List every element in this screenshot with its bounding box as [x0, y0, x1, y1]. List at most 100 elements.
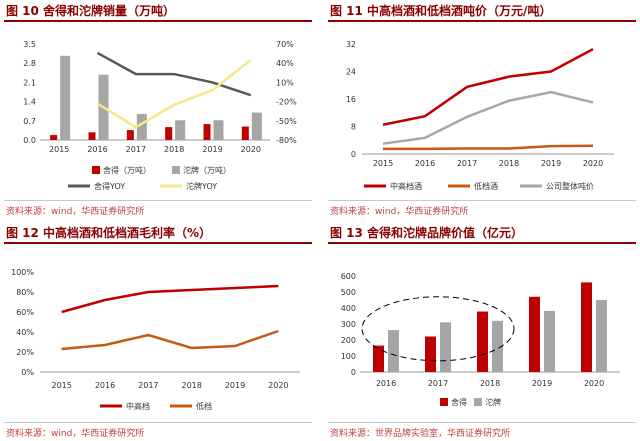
source-rule — [4, 200, 312, 201]
y-tick-label: 0 — [351, 150, 356, 159]
legend-mid-high-label: 中高档 — [126, 401, 150, 411]
x-tick-label: 2015 — [49, 145, 69, 154]
legend-tuopai-yoy-label: 沱牌YOY — [186, 181, 217, 191]
chart-source: 资料来源：wind，华西证券研究所 — [6, 207, 145, 217]
legend-shede-label: 舍得 — [451, 397, 467, 407]
chart-title: 图 12 中高档酒和低档酒毛利率（%） — [6, 226, 212, 240]
x-tick-label: 2020 — [584, 379, 604, 388]
y-tick-label: 600 — [341, 272, 356, 281]
panel-sales-volume: 图 10 舍得和沱牌销量（万吨） 0.0 0.7 1.4 2.1 2.8 3.5 -80% -… — [0, 0, 316, 218]
legend-tuopai-label: 沱牌（万吨） — [183, 165, 231, 175]
x-tick-label: 2016 — [87, 145, 107, 154]
bar-tuopai — [60, 55, 71, 141]
legend-mid-high-label: 中高档酒 — [390, 181, 422, 191]
x-tick-label: 2018 — [480, 379, 500, 388]
y2-tick-label: -20% — [276, 98, 297, 107]
chart-source: 资料来源：wind，华西证券研究所 — [330, 207, 469, 217]
panel-ton-price: 图 11 中高档酒和低档酒吨价（万元/吨） 0 8 16 24 32 2015 2016 20… — [324, 0, 640, 218]
ton-price-chart: 0 8 16 24 32 2015 2016 2017 2018 2019 2020 中高档酒 低档酒 公… — [346, 40, 614, 191]
legend-shede-swatch — [440, 398, 448, 406]
x-tick-label: 2017 — [138, 381, 158, 390]
y-tick-label: 100% — [11, 268, 34, 277]
y-tick-label: 500 — [341, 288, 356, 297]
legend-overall-label: 公司整体吨价 — [546, 181, 594, 191]
panel-brand-value: 图 13 舍得和沱牌品牌价值（亿元） 0 100 200 300 400 500 600 20… — [324, 222, 640, 440]
y-tick-label: 60% — [16, 308, 34, 317]
y2-tick-label: -50% — [276, 117, 297, 126]
bar-tuopai — [492, 320, 503, 372]
source-rule — [4, 422, 312, 423]
x-tick-label: 2016 — [376, 379, 396, 388]
series-line-1 — [61, 329, 279, 351]
x-tick-label: 2018 — [164, 145, 184, 154]
source-rule — [328, 200, 636, 201]
y-tick-label: 2.1 — [23, 78, 36, 87]
x-tick-label: 2018 — [499, 159, 519, 168]
legend-low-label: 低档酒 — [474, 181, 498, 191]
bar-shede — [477, 311, 488, 372]
y-tick-label: 400 — [341, 304, 356, 313]
x-tick-label: 2019 — [225, 381, 245, 390]
series-line-1 — [383, 144, 594, 151]
bar-shede — [88, 132, 96, 140]
legend-shede-yoy-label: 舍得YOY — [94, 181, 125, 191]
bar-shede — [50, 135, 58, 140]
panel-gross-margin: 图 12 中高档酒和低档酒毛利率（%） 0% 20% 40% 60% 80% 100% 20… — [0, 222, 316, 440]
y-tick-label: 0.0 — [23, 136, 36, 145]
title-rule — [4, 242, 312, 244]
series-line-2 — [382, 90, 594, 145]
title-rule — [4, 20, 312, 22]
legend-tuopai-label: 沱牌 — [485, 397, 501, 407]
bar-tuopai — [440, 322, 451, 372]
y-tick-label: 100 — [341, 352, 356, 361]
title-rule — [328, 242, 636, 244]
y2-tick-label: 10% — [276, 78, 294, 87]
bar-shede — [581, 282, 592, 372]
legend-shede-label: 舍得（万吨） — [103, 165, 151, 175]
x-tick-label: 2020 — [583, 159, 603, 168]
x-tick-label: 2017 — [457, 159, 477, 168]
bar-tuopai — [136, 113, 147, 140]
y2-tick-label: -80% — [276, 136, 297, 145]
chart-title: 图 13 舍得和沱牌品牌价值（亿元） — [330, 226, 524, 240]
bar-tuopai — [388, 330, 399, 372]
chart-title: 图 11 中高档酒和低档酒吨价（万元/吨） — [330, 4, 552, 18]
legend-low-label: 低档 — [196, 401, 212, 411]
y-tick-label: 80% — [16, 288, 34, 297]
bar-shede — [203, 124, 211, 140]
series-line-2 — [96, 51, 252, 97]
bar-shede — [425, 336, 436, 372]
x-tick-label: 2015 — [373, 159, 393, 168]
bar-shede — [126, 130, 134, 140]
chart-source: 资料来源：wind，华西证券研究所 — [6, 429, 145, 439]
x-tick-label: 2017 — [428, 379, 448, 388]
y-tick-label: 1.4 — [23, 98, 36, 107]
chart-source: 资料来源：世界品牌实验室，华西证券研究所 — [330, 429, 511, 439]
y-tick-label: 0.7 — [23, 117, 36, 126]
y-tick-label: 20% — [16, 348, 34, 357]
x-tick-label: 2019 — [202, 145, 222, 154]
y-tick-label: 200 — [341, 336, 356, 345]
y-tick-label: 300 — [341, 320, 356, 329]
bar-tuopai — [544, 310, 555, 372]
y-tick-label: 3.5 — [23, 40, 36, 49]
bar-shede — [241, 126, 249, 140]
highlight-ellipse — [361, 296, 515, 362]
x-tick-label: 2020 — [241, 145, 261, 154]
x-tick-label: 2015 — [51, 381, 71, 390]
bar-tuopai — [251, 112, 262, 140]
legend-tuopai-swatch — [172, 166, 180, 174]
y2-tick-label: 70% — [276, 40, 294, 49]
brand-value-chart: 0 100 200 300 400 500 600 2016 2017 2018 2019 2020 舍… — [341, 272, 620, 407]
bar-shede — [529, 296, 540, 372]
bar-shede — [165, 127, 173, 140]
y-tick-label: 32 — [346, 40, 356, 49]
gross-margin-chart: 0% 20% 40% 60% 80% 100% 2015 2016 2017 2018 2019 20… — [11, 268, 300, 411]
y-tick-label: 2.8 — [23, 59, 36, 68]
series-line-0 — [382, 48, 594, 127]
y-tick-label: 0% — [21, 368, 34, 377]
y-tick-label: 16 — [346, 95, 356, 104]
legend-tuopai-swatch — [474, 398, 482, 406]
x-tick-label: 2016 — [95, 381, 115, 390]
series-line-3 — [96, 59, 252, 129]
